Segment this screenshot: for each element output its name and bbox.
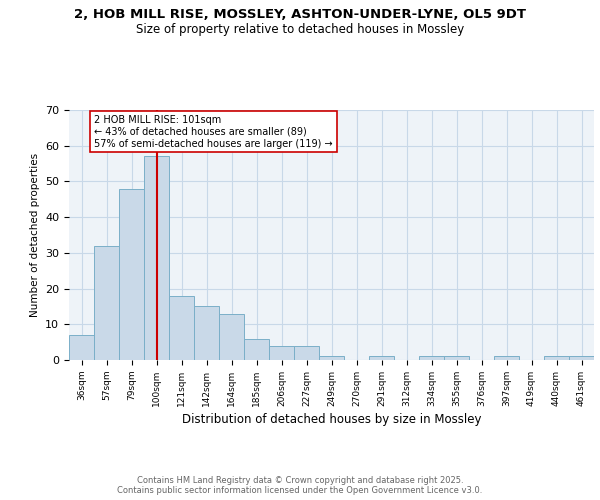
Bar: [369, 356, 394, 360]
Bar: [444, 356, 469, 360]
Text: 2, HOB MILL RISE, MOSSLEY, ASHTON-UNDER-LYNE, OL5 9DT: 2, HOB MILL RISE, MOSSLEY, ASHTON-UNDER-…: [74, 8, 526, 20]
Bar: [169, 296, 194, 360]
Bar: [494, 356, 519, 360]
Bar: [269, 346, 294, 360]
Bar: [244, 338, 269, 360]
Bar: [419, 356, 444, 360]
Bar: [119, 188, 144, 360]
Text: Size of property relative to detached houses in Mossley: Size of property relative to detached ho…: [136, 22, 464, 36]
Text: Contains HM Land Registry data © Crown copyright and database right 2025.
Contai: Contains HM Land Registry data © Crown c…: [118, 476, 482, 495]
Bar: [544, 356, 569, 360]
Bar: [319, 356, 344, 360]
X-axis label: Distribution of detached houses by size in Mossley: Distribution of detached houses by size …: [182, 413, 481, 426]
Bar: [569, 356, 594, 360]
Bar: [294, 346, 319, 360]
Text: 2 HOB MILL RISE: 101sqm
← 43% of detached houses are smaller (89)
57% of semi-de: 2 HOB MILL RISE: 101sqm ← 43% of detache…: [94, 116, 332, 148]
Bar: [194, 306, 219, 360]
Bar: [144, 156, 169, 360]
Bar: [94, 246, 119, 360]
Bar: [219, 314, 244, 360]
Bar: [69, 335, 94, 360]
Y-axis label: Number of detached properties: Number of detached properties: [29, 153, 40, 317]
